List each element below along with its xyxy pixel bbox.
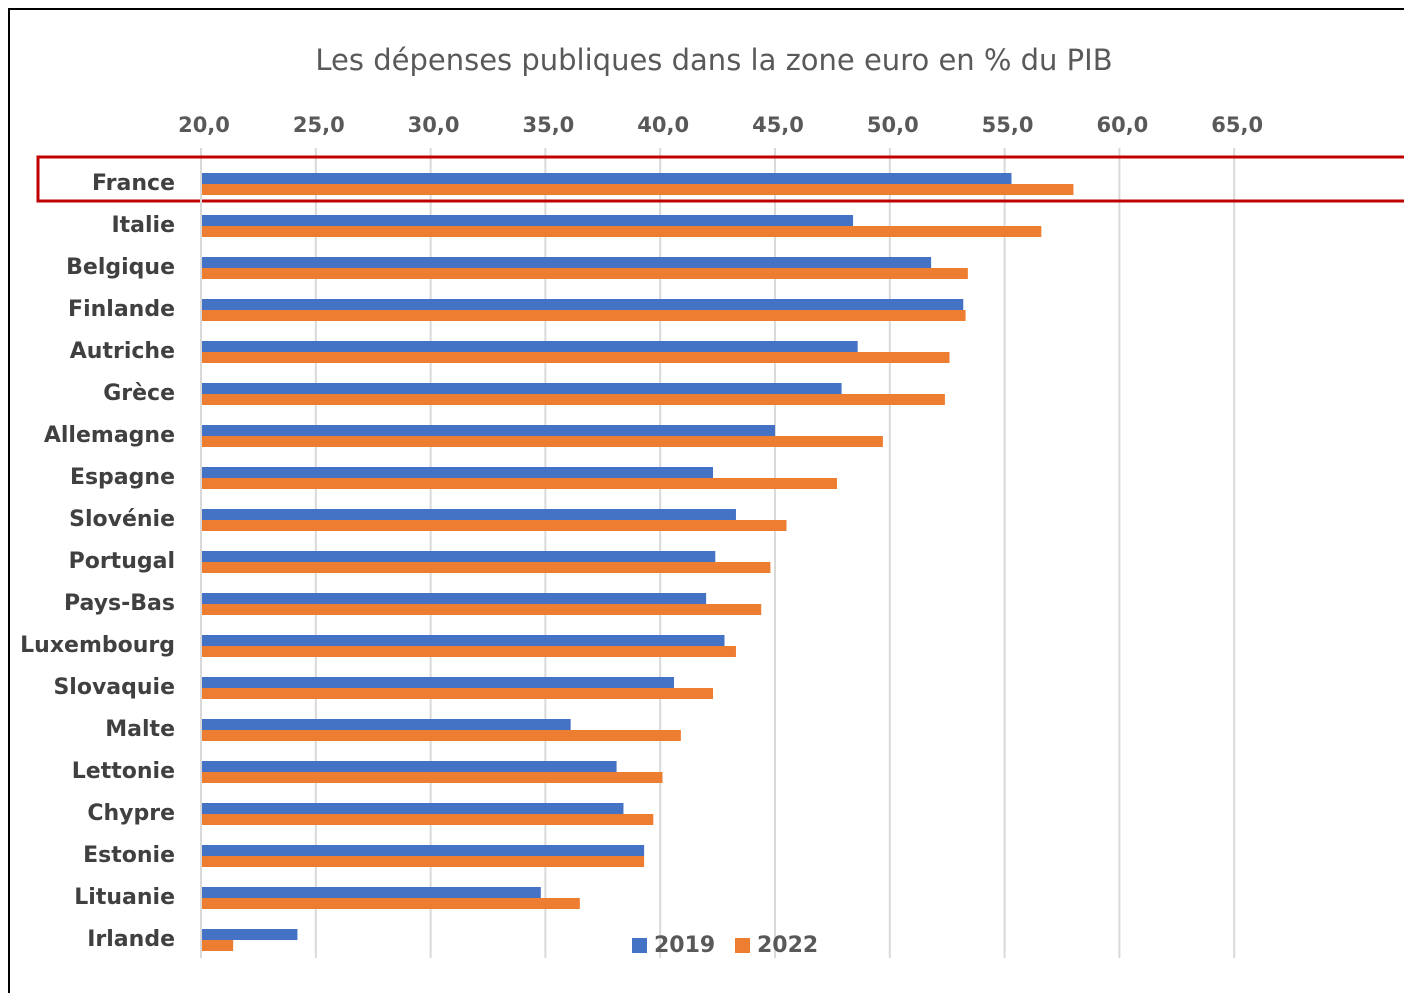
bar bbox=[201, 467, 714, 478]
category-label: Slovénie bbox=[69, 507, 175, 532]
bar bbox=[201, 593, 707, 604]
bar bbox=[201, 383, 842, 394]
x-tick-label: 50,0 bbox=[867, 113, 919, 137]
category-label: Portugal bbox=[69, 549, 175, 574]
legend-swatch bbox=[632, 938, 647, 953]
bar bbox=[201, 856, 645, 867]
x-tick-label: 45,0 bbox=[752, 113, 804, 137]
x-tick-label: 30,0 bbox=[408, 113, 460, 137]
bar bbox=[201, 184, 1074, 195]
bar bbox=[201, 761, 617, 772]
bar bbox=[201, 772, 663, 783]
category-label: Malte bbox=[105, 717, 175, 742]
highlight-box bbox=[36, 155, 1404, 203]
bar bbox=[201, 719, 571, 730]
bar bbox=[201, 898, 580, 909]
category-label: Chypre bbox=[87, 801, 175, 826]
legend-swatch bbox=[735, 938, 750, 953]
x-tick-label: 25,0 bbox=[293, 113, 345, 137]
category-label: Luxembourg bbox=[20, 633, 175, 658]
bar bbox=[201, 604, 762, 615]
category-label: Autriche bbox=[70, 339, 175, 364]
bar bbox=[201, 478, 837, 489]
bar bbox=[201, 677, 674, 688]
bars bbox=[201, 173, 1074, 951]
category-label: Italie bbox=[111, 213, 175, 238]
bar bbox=[201, 551, 716, 562]
category-label: Grèce bbox=[103, 381, 175, 406]
chart-title: Les dépenses publiques dans la zone euro… bbox=[315, 43, 1112, 77]
category-label: Slovaquie bbox=[53, 675, 175, 700]
bar bbox=[201, 310, 966, 321]
bar bbox=[201, 173, 1012, 184]
category-label: Belgique bbox=[66, 255, 175, 280]
bar bbox=[201, 646, 736, 657]
bar bbox=[201, 635, 725, 646]
category-label: Pays-Bas bbox=[64, 591, 175, 616]
bar bbox=[201, 352, 950, 363]
x-tick-label: 65,0 bbox=[1211, 113, 1263, 137]
legend-label: 2022 bbox=[757, 933, 818, 958]
bar bbox=[201, 814, 654, 825]
legend-label: 2019 bbox=[654, 933, 715, 958]
x-tick-label: 35,0 bbox=[522, 113, 574, 137]
category-label: Finlande bbox=[68, 297, 175, 322]
bar bbox=[201, 299, 964, 310]
bar bbox=[201, 940, 234, 951]
bar bbox=[201, 887, 541, 898]
bar bbox=[201, 394, 945, 405]
bar bbox=[201, 341, 858, 352]
bar bbox=[201, 425, 775, 436]
bar bbox=[201, 730, 681, 741]
x-tick-label: 60,0 bbox=[1096, 113, 1148, 137]
bar bbox=[201, 803, 624, 814]
category-label: Estonie bbox=[83, 843, 175, 868]
x-tick-label: 40,0 bbox=[637, 113, 689, 137]
category-label: Allemagne bbox=[44, 423, 175, 448]
bar bbox=[201, 929, 298, 940]
bar bbox=[201, 268, 968, 279]
bar bbox=[201, 257, 932, 268]
bar bbox=[201, 562, 771, 573]
bar bbox=[201, 226, 1042, 237]
bar bbox=[201, 520, 787, 531]
bar bbox=[201, 845, 645, 856]
bar bbox=[201, 688, 714, 699]
category-label: Irlande bbox=[87, 927, 175, 952]
bar bbox=[201, 215, 854, 226]
category-label: Lituanie bbox=[74, 885, 175, 910]
category-label: Espagne bbox=[70, 465, 175, 490]
category-label: France bbox=[92, 171, 175, 196]
category-label: Lettonie bbox=[72, 759, 175, 784]
x-tick-label: 55,0 bbox=[982, 113, 1034, 137]
bar bbox=[201, 436, 883, 447]
x-tick-label: 20,0 bbox=[178, 113, 230, 137]
bar bbox=[201, 509, 736, 520]
